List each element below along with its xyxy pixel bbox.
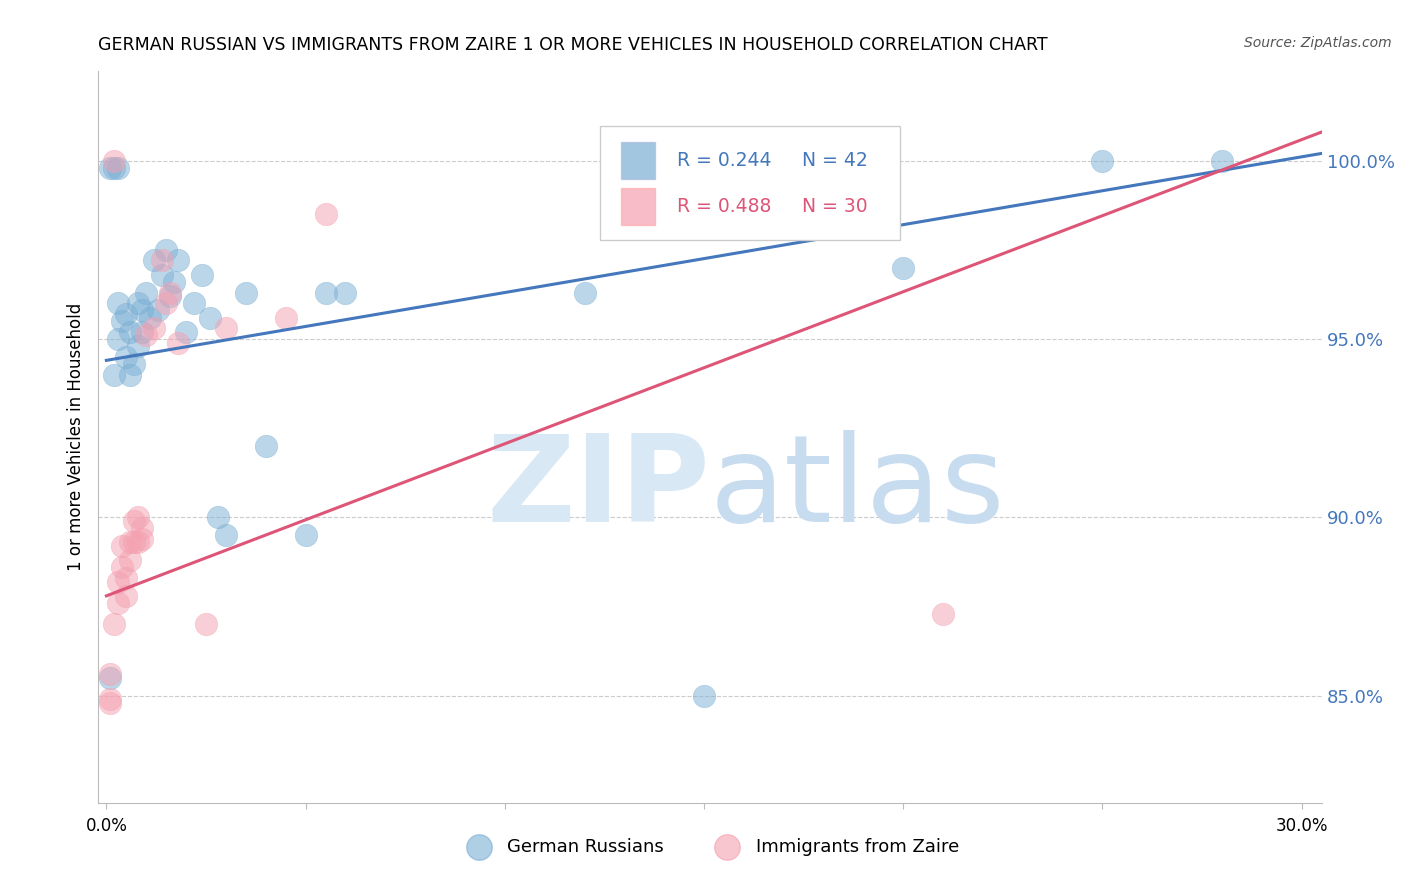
Text: 0.0%: 0.0% bbox=[86, 817, 128, 835]
Point bbox=[155, 243, 177, 257]
Text: GERMAN RUSSIAN VS IMMIGRANTS FROM ZAIRE 1 OR MORE VEHICLES IN HOUSEHOLD CORRELAT: GERMAN RUSSIAN VS IMMIGRANTS FROM ZAIRE … bbox=[98, 36, 1047, 54]
Point bbox=[124, 535, 146, 549]
Text: R = 0.488: R = 0.488 bbox=[678, 197, 772, 216]
Point bbox=[107, 596, 129, 610]
Point bbox=[274, 310, 297, 325]
Point bbox=[191, 268, 214, 282]
Point bbox=[207, 510, 229, 524]
Point bbox=[103, 161, 125, 175]
Point bbox=[100, 692, 122, 706]
Point bbox=[693, 689, 716, 703]
Point bbox=[135, 328, 157, 343]
Point bbox=[135, 285, 157, 300]
Point bbox=[115, 589, 138, 603]
Point bbox=[150, 253, 173, 268]
Point bbox=[131, 521, 153, 535]
Point bbox=[574, 285, 596, 300]
Point bbox=[1091, 153, 1114, 168]
Point bbox=[167, 335, 190, 350]
Point bbox=[215, 528, 238, 542]
Point bbox=[215, 321, 238, 335]
Point bbox=[120, 368, 142, 382]
Point bbox=[120, 535, 142, 549]
Text: Source: ZipAtlas.com: Source: ZipAtlas.com bbox=[1244, 36, 1392, 50]
Point bbox=[150, 268, 173, 282]
Point bbox=[107, 296, 129, 310]
Point bbox=[167, 253, 190, 268]
FancyBboxPatch shape bbox=[600, 126, 900, 240]
Point bbox=[163, 275, 186, 289]
Point bbox=[143, 253, 166, 268]
Point bbox=[103, 368, 125, 382]
Point bbox=[127, 535, 149, 549]
Point bbox=[159, 285, 181, 300]
Point bbox=[127, 296, 149, 310]
Point bbox=[103, 153, 125, 168]
Point bbox=[100, 696, 122, 710]
Point bbox=[148, 303, 170, 318]
Point bbox=[131, 325, 153, 339]
Point bbox=[120, 553, 142, 567]
Point bbox=[183, 296, 205, 310]
Point bbox=[235, 285, 257, 300]
Point bbox=[131, 532, 153, 546]
Point bbox=[159, 289, 181, 303]
Y-axis label: 1 or more Vehicles in Household: 1 or more Vehicles in Household bbox=[67, 303, 86, 571]
Point bbox=[315, 285, 337, 300]
Point bbox=[115, 350, 138, 364]
Point bbox=[100, 667, 122, 681]
Point bbox=[315, 207, 337, 221]
Point bbox=[294, 528, 316, 542]
Point bbox=[107, 332, 129, 346]
Point bbox=[124, 514, 146, 528]
Point bbox=[107, 161, 129, 175]
Text: atlas: atlas bbox=[710, 430, 1005, 547]
Point bbox=[155, 296, 177, 310]
Point bbox=[131, 303, 153, 318]
Bar bbox=[620, 143, 655, 179]
Point bbox=[100, 161, 122, 175]
Legend: German Russians, Immigrants from Zaire: German Russians, Immigrants from Zaire bbox=[453, 830, 967, 863]
Point bbox=[124, 357, 146, 371]
Text: 30.0%: 30.0% bbox=[1275, 817, 1329, 835]
Point bbox=[115, 571, 138, 585]
Point bbox=[100, 671, 122, 685]
Point bbox=[139, 310, 162, 325]
Point bbox=[127, 510, 149, 524]
Text: ZIP: ZIP bbox=[486, 430, 710, 547]
Point bbox=[127, 339, 149, 353]
Text: N = 30: N = 30 bbox=[801, 197, 868, 216]
Point bbox=[932, 607, 955, 621]
Point bbox=[198, 310, 221, 325]
Point bbox=[891, 260, 914, 275]
Point bbox=[111, 539, 134, 553]
Point bbox=[143, 321, 166, 335]
Text: N = 42: N = 42 bbox=[801, 151, 868, 170]
Point bbox=[111, 560, 134, 574]
Point bbox=[107, 574, 129, 589]
Point bbox=[335, 285, 357, 300]
Point bbox=[254, 439, 277, 453]
Point bbox=[195, 617, 218, 632]
Point bbox=[120, 325, 142, 339]
Bar bbox=[620, 188, 655, 225]
Point bbox=[103, 617, 125, 632]
Point bbox=[1211, 153, 1233, 168]
Point bbox=[111, 314, 134, 328]
Point bbox=[115, 307, 138, 321]
Text: R = 0.244: R = 0.244 bbox=[678, 151, 772, 170]
Point bbox=[174, 325, 197, 339]
